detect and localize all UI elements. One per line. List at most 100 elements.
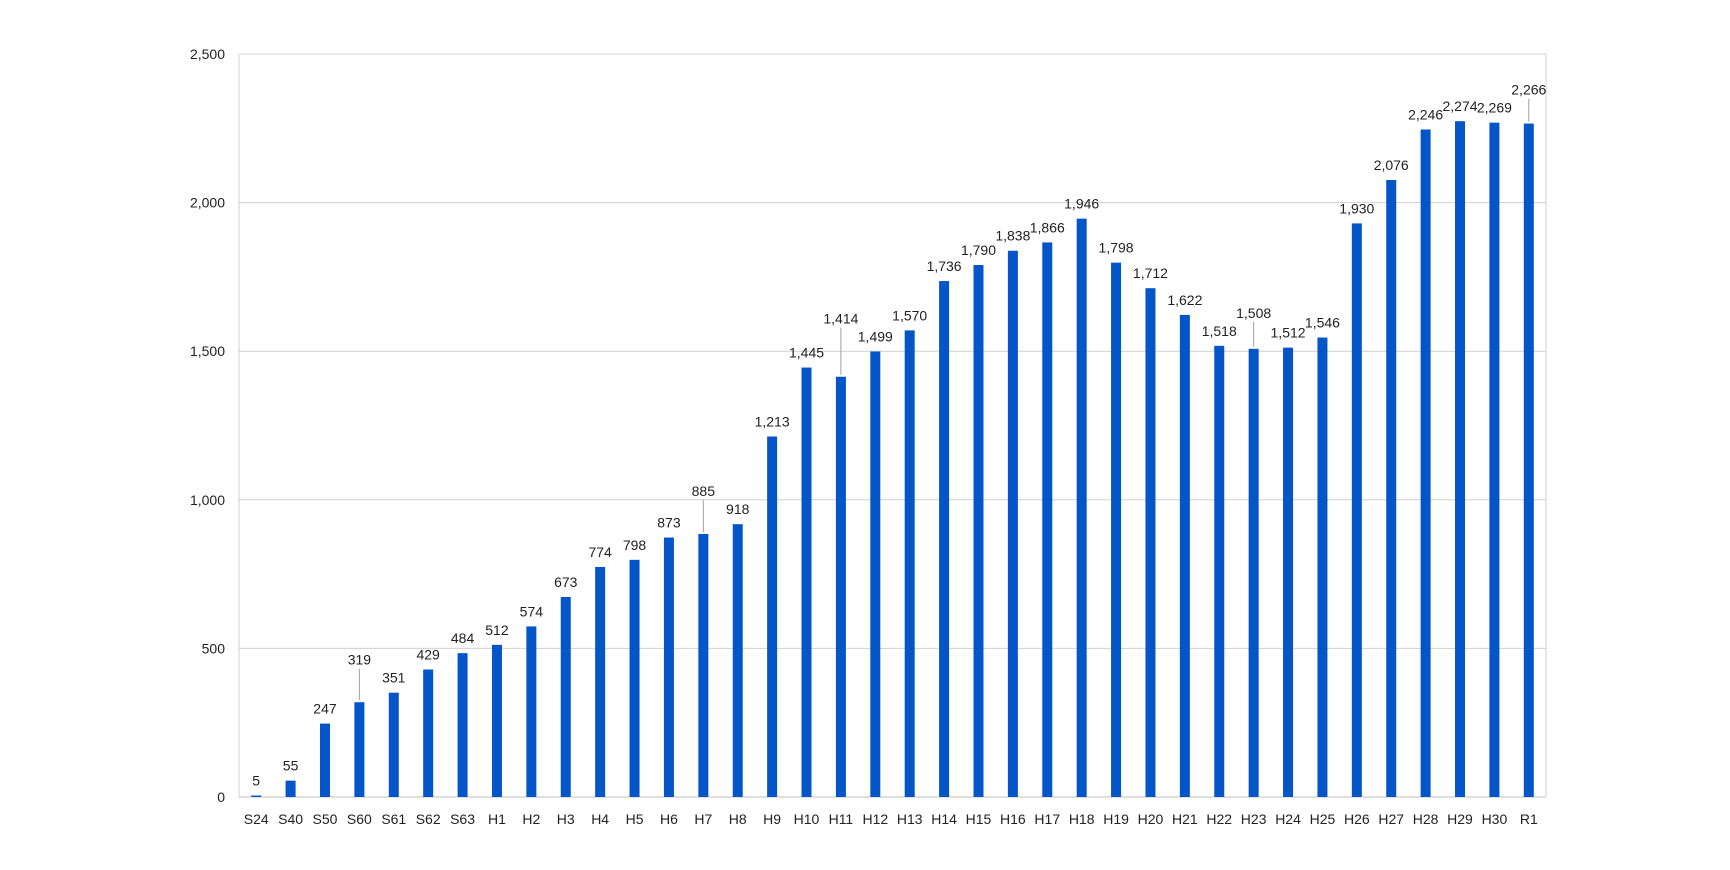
x-tick-label: H12 [862,811,888,827]
data-label: 774 [588,544,612,560]
data-label: 1,930 [1339,200,1374,216]
bar [526,626,537,797]
data-label: 1,508 [1236,305,1271,321]
y-tick-label: 0 [217,789,225,805]
bar [1214,345,1225,797]
data-label: 918 [726,501,750,517]
y-tick-label: 1,500 [190,343,225,359]
x-tick-label: H29 [1447,811,1473,827]
x-tick-label: H18 [1069,811,1095,827]
bar [767,436,778,797]
bar [560,596,571,797]
data-label: 798 [623,537,647,553]
data-label: 885 [692,483,716,499]
bar [973,265,984,798]
data-label: 1,570 [892,307,927,323]
bar [354,702,365,797]
data-label: 2,274 [1442,98,1477,114]
x-tick-label: H19 [1103,811,1129,827]
x-tick-label: R1 [1520,811,1538,827]
y-tick-label: 1,000 [190,492,225,508]
x-tick-label: H5 [626,811,644,827]
x-tick-label: S40 [278,811,303,827]
x-tick-label: H28 [1413,811,1439,827]
data-label: 1,866 [1030,219,1065,235]
data-label: 1,518 [1202,323,1237,339]
data-label: 673 [554,574,578,590]
data-label: 55 [283,758,299,774]
x-tick-label: H6 [660,811,678,827]
x-tick-label: H16 [1000,811,1026,827]
bar [904,330,915,797]
data-label: 2,269 [1477,100,1512,116]
data-label: 5 [252,773,260,789]
data-label: 512 [485,622,509,638]
y-axis-ticks: 0 500 1,000 1,500 2,000 2,500 [190,46,225,805]
data-label: 1,499 [858,328,893,344]
data-label: 429 [416,647,440,663]
bar [457,653,468,797]
x-tick-label: H23 [1241,811,1267,827]
x-tick-label: H4 [591,811,609,827]
x-tick-label: H14 [931,811,957,827]
x-tick-label: H13 [897,811,923,827]
data-label: 1,798 [1099,240,1134,256]
data-label: 247 [313,701,337,717]
data-label: 1,790 [961,242,996,258]
bar [1111,262,1122,797]
data-label: 2,246 [1408,106,1443,122]
x-tick-label: H21 [1172,811,1198,827]
x-tick-label: H11 [829,811,854,827]
bar [732,524,743,797]
bar [1420,129,1431,798]
bar [1455,121,1466,798]
bar [698,533,709,797]
y-tick-label: 2,000 [190,195,225,211]
bar [1076,218,1087,797]
x-axis-ticks: S24 S40 S50 S60 S61 S62 S63 H1 H2 H3 H4 H5 H6 H7 H8 H9 H… [244,811,1538,827]
bar [1179,314,1190,797]
bar [1042,242,1053,797]
bars [251,121,1534,798]
x-tick-label: S50 [313,811,338,827]
bar [1523,123,1534,797]
data-label: 574 [520,603,544,619]
bar [319,723,330,797]
bar [1283,347,1294,797]
x-tick-label: S24 [244,811,269,827]
bar [285,780,296,797]
bar [835,376,846,797]
bar [423,669,434,797]
bar [1007,250,1018,797]
x-tick-label: H24 [1275,811,1301,827]
bar [1145,288,1156,797]
data-label: 351 [382,670,406,686]
y-tick-label: 2,500 [190,46,225,62]
x-tick-label: H20 [1138,811,1164,827]
x-tick-label: H26 [1344,811,1370,827]
data-label: 1,838 [995,228,1030,244]
bar [1386,180,1397,797]
x-tick-label: H30 [1482,811,1508,827]
x-tick-label: H27 [1378,811,1404,827]
x-tick-label: H10 [794,811,820,827]
bar [1317,337,1328,797]
data-label: 2,076 [1374,157,1409,173]
bar [629,559,640,797]
gridlines [238,53,1547,798]
bar [939,281,950,797]
data-label: 1,414 [823,310,858,326]
data-label: 2,266 [1511,82,1546,98]
data-label: 1,512 [1271,325,1306,341]
bar [1351,223,1362,798]
x-tick-label: S63 [450,811,475,827]
x-tick-label: H22 [1206,811,1232,827]
data-label: 1,946 [1064,196,1099,212]
data-label: 1,712 [1133,265,1168,281]
x-tick-label: S61 [381,811,406,827]
bar [388,692,399,797]
x-tick-label: H8 [729,811,747,827]
